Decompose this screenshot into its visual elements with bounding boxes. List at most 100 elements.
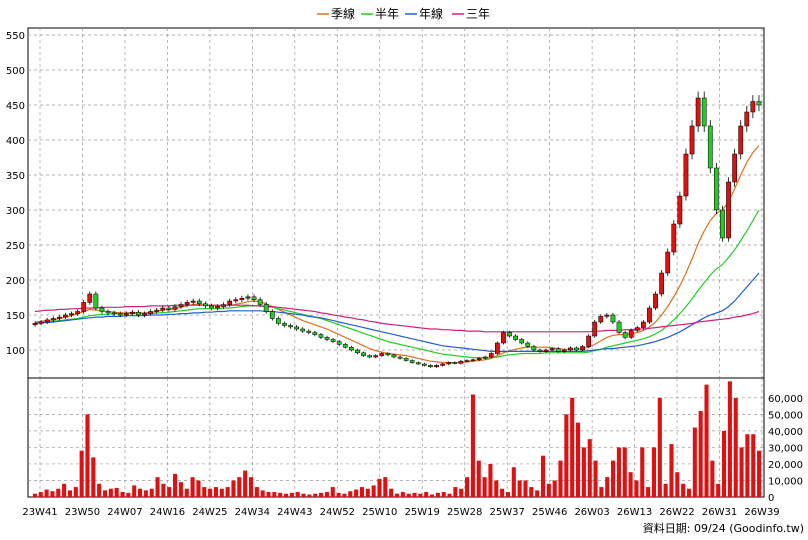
volume-bar	[161, 483, 166, 497]
volume-bar	[511, 467, 516, 497]
volume-bar	[336, 492, 341, 497]
volume-bar	[646, 487, 651, 497]
x-tick-label: 24W52	[320, 507, 355, 518]
candle-body	[154, 309, 160, 312]
volume-bar	[219, 488, 224, 497]
candle-body	[391, 354, 397, 358]
candle-body	[257, 299, 263, 305]
volume-panel: 0 10,000 20,000 30,000 40,000 50,000 60,000	[27, 377, 803, 504]
x-tick-label: 23W41	[22, 507, 57, 518]
x-tick-label: 25W37	[490, 507, 525, 518]
volume-bar	[587, 439, 592, 497]
candle-body	[56, 316, 62, 319]
volume-bar	[243, 470, 248, 497]
volume-bar	[447, 493, 452, 497]
price-y-tick-label: 200	[6, 276, 25, 287]
volume-bar	[453, 487, 458, 497]
volume-bar	[225, 487, 230, 497]
candle-body	[385, 353, 391, 356]
volume-bar	[272, 492, 277, 497]
candle-body	[123, 313, 129, 316]
candle-body	[707, 125, 713, 169]
volume-bar	[745, 434, 750, 497]
candle-body	[300, 328, 306, 332]
price-y-tick-label: 100	[6, 346, 25, 357]
candle-body	[610, 314, 616, 323]
candle-body	[233, 299, 239, 302]
volume-bar	[394, 493, 400, 497]
candle-body	[32, 323, 38, 326]
candle-body	[653, 293, 658, 309]
volume-bar	[424, 492, 429, 497]
candle-body	[263, 304, 269, 312]
volume-bar	[546, 483, 551, 497]
volume-bar	[505, 492, 511, 497]
candle-body	[622, 332, 628, 338]
candle-body	[142, 313, 147, 316]
candle-body	[136, 311, 141, 316]
volume-bar	[616, 447, 621, 497]
candle-body	[616, 321, 622, 333]
volume-bar	[686, 488, 692, 497]
volume-y-tick-label: 60,000	[768, 394, 803, 405]
candle-body	[190, 300, 196, 303]
candle-body	[726, 181, 731, 239]
volume-bar	[488, 463, 493, 497]
candle-body	[403, 358, 409, 361]
candle-body	[117, 313, 123, 316]
candle-body	[543, 349, 549, 352]
x-tick-label: 25W28	[447, 507, 482, 518]
volume-bar	[44, 489, 49, 497]
candle-body	[178, 304, 184, 307]
volume-bar	[295, 492, 300, 497]
candle-body	[50, 318, 56, 321]
candle-body	[756, 101, 762, 106]
candle-body	[452, 362, 458, 364]
volume-bar	[348, 491, 353, 497]
volume-bar	[669, 444, 674, 497]
volume-bar	[476, 460, 481, 497]
candle-body	[269, 311, 275, 319]
candle-body	[713, 167, 719, 211]
x-tick-label: 24W43	[277, 507, 312, 518]
volume-bar	[196, 480, 201, 497]
candle-body	[440, 363, 446, 366]
candle-body	[507, 332, 512, 337]
volume-bar	[184, 488, 189, 497]
candle-body	[209, 305, 214, 309]
candle-body	[421, 363, 427, 366]
candle-body	[476, 358, 482, 361]
volume-bar	[342, 493, 347, 497]
candle-body	[336, 341, 342, 345]
volume-bar	[552, 480, 557, 497]
candle-body	[567, 347, 573, 351]
candle-body	[275, 318, 281, 324]
legend-label-ma-3year: 三年	[466, 7, 490, 21]
volume-bar	[681, 483, 686, 497]
volume-bar	[120, 492, 125, 497]
volume-bar	[429, 494, 435, 497]
volume-bar	[313, 493, 318, 497]
volume-bar	[126, 492, 131, 497]
candle-body	[294, 326, 300, 330]
volume-bar	[500, 488, 505, 497]
volume-bar	[231, 480, 236, 497]
price-y-tick-label: 150	[6, 311, 25, 322]
volume-y-tick-label: 50,000	[768, 410, 803, 421]
x-tick-label: 24W34	[235, 507, 270, 518]
candle-body	[99, 307, 105, 312]
volume-bar	[167, 487, 172, 497]
volume-bar	[248, 477, 254, 497]
candle-body	[306, 330, 312, 333]
volume-bar	[535, 490, 540, 497]
candle-body	[574, 347, 579, 351]
volume-bar	[79, 450, 84, 497]
x-tick-label: 24W07	[107, 507, 142, 518]
volume-bar	[208, 488, 213, 497]
volume-bar	[178, 482, 183, 497]
volume-bar	[365, 488, 370, 497]
volume-bar	[32, 493, 37, 497]
candle-body	[586, 335, 592, 347]
volume-bar	[692, 427, 697, 497]
